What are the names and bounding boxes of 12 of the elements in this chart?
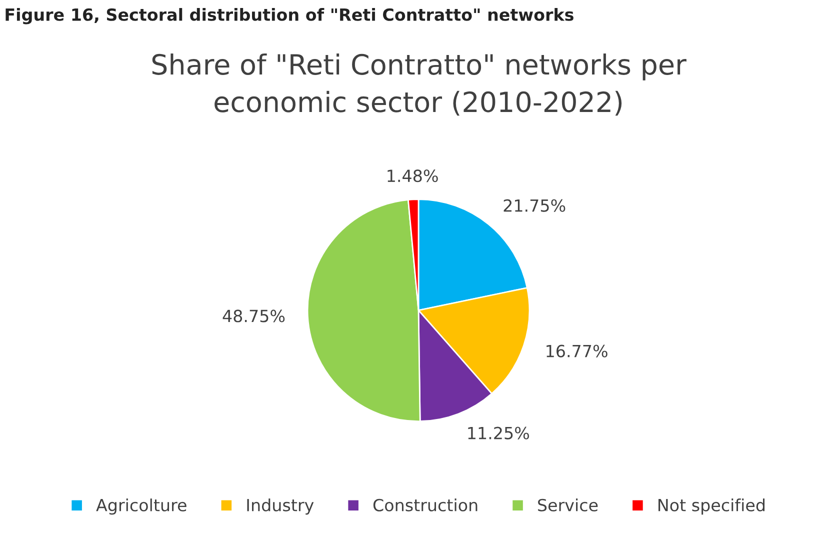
data-label: 11.25%: [468, 426, 530, 440]
caption: Figure 16, Sectoral distribution of "Reti Contratto" networks: [6, 8, 574, 24]
data-label: 21.75%: [504, 199, 566, 212]
data-label: 48.75%: [222, 310, 285, 322]
legend-label: Service: [538, 498, 598, 512]
data-label: 1.48%: [388, 170, 438, 182]
legend-label: Not specified: [658, 498, 764, 515]
legend-label: Construction: [373, 498, 478, 512]
data-label: 16.77%: [546, 344, 608, 358]
legend-label: Agricolture: [96, 498, 186, 515]
chart-title: Share of "Reti Contratto" networks per economic sector (2010-2022): [152, 53, 686, 116]
legend-label: Industry: [247, 498, 314, 515]
